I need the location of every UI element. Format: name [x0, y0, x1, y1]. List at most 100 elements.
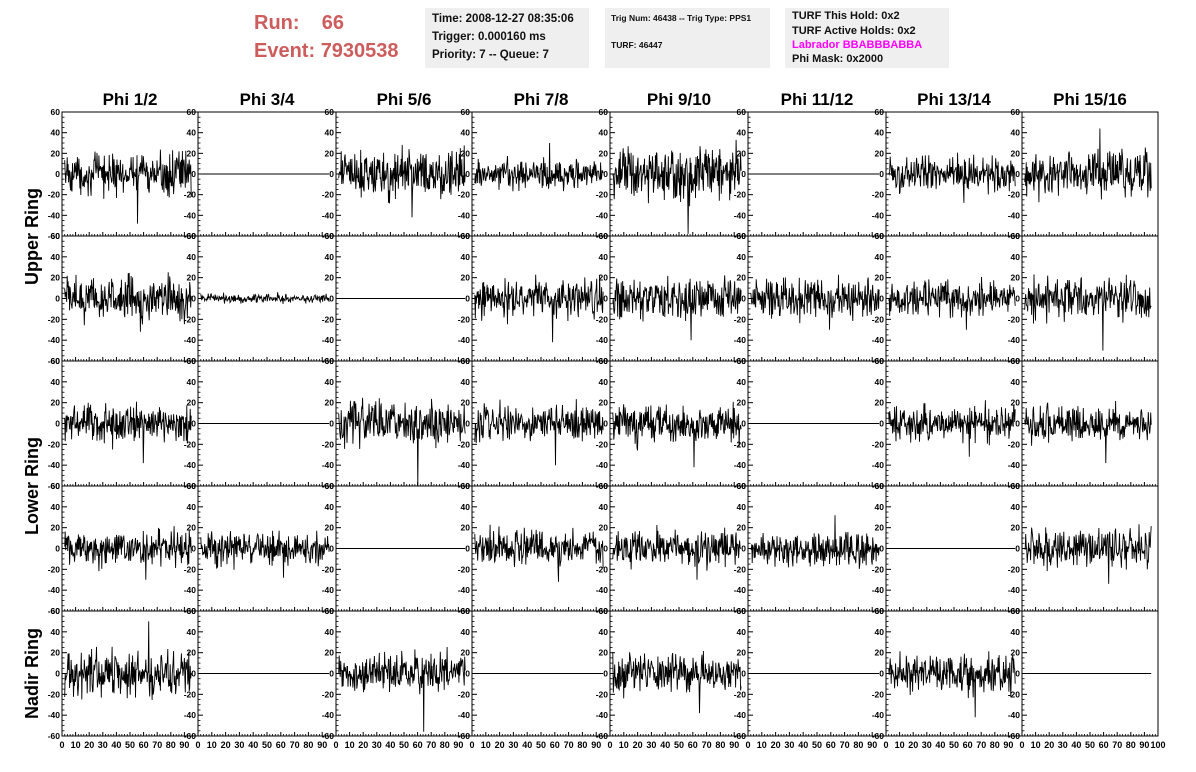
- y-tick-label: -20: [184, 314, 197, 324]
- y-tick-label: -20: [1008, 314, 1021, 324]
- y-tick-label: -20: [734, 564, 747, 574]
- y-tick-label: 0: [55, 169, 60, 179]
- y-tick-label: 0: [603, 544, 608, 554]
- y-tick-label: -40: [458, 335, 471, 345]
- x-tick-label: 80: [715, 740, 725, 750]
- y-tick-label: -60: [48, 481, 61, 491]
- y-tick-label: 0: [191, 294, 196, 304]
- x-tick-label: 80: [440, 740, 450, 750]
- y-tick-label: 60: [325, 107, 335, 117]
- y-tick-label: 20: [1011, 148, 1021, 158]
- y-tick-label: -20: [872, 314, 885, 324]
- waveform-trace: [474, 274, 604, 343]
- x-tick-label: 10: [207, 740, 217, 750]
- y-tick-label: 0: [55, 669, 60, 679]
- event-value: 7930538: [320, 40, 399, 62]
- y-tick-label: -20: [48, 689, 61, 699]
- y-tick-label: 60: [599, 481, 609, 491]
- y-tick-label: -40: [458, 585, 471, 595]
- y-tick-label: -60: [596, 731, 609, 741]
- y-tick-label: 40: [325, 502, 335, 512]
- y-tick-label: 40: [187, 627, 197, 637]
- y-tick-label: 20: [461, 523, 471, 533]
- y-tick-label: -40: [184, 460, 197, 470]
- y-tick-label: -20: [734, 314, 747, 324]
- y-tick-label: -60: [1008, 731, 1021, 741]
- y-tick-label: 0: [191, 169, 196, 179]
- y-tick-label: 0: [191, 669, 196, 679]
- y-tick-label: 0: [465, 669, 470, 679]
- y-tick-label: 0: [329, 669, 334, 679]
- y-tick-label: 0: [1015, 419, 1020, 429]
- y-tick-label: -20: [322, 439, 335, 449]
- column-title: Phi 9/10: [647, 90, 711, 109]
- x-tick-label: 10: [345, 740, 355, 750]
- row-group-label: Upper Ring: [22, 188, 42, 285]
- waveform-trace: [1024, 524, 1152, 584]
- column-title: Phi 3/4: [240, 90, 295, 109]
- y-tick-label: 40: [187, 502, 197, 512]
- y-tick-label: 40: [51, 252, 61, 262]
- y-tick-label: 60: [51, 356, 61, 366]
- waveform-trace: [1024, 400, 1152, 464]
- turf-this-hold-text: TURF This Hold: 0x2: [792, 10, 900, 22]
- y-tick-label: 0: [191, 544, 196, 554]
- y-tick-label: -40: [872, 585, 885, 595]
- y-tick-label: 20: [51, 523, 61, 533]
- y-tick-label: 40: [737, 627, 747, 637]
- y-tick-label: 0: [741, 669, 746, 679]
- y-tick-label: -40: [734, 710, 747, 720]
- y-tick-label: 20: [599, 148, 609, 158]
- y-tick-label: 0: [879, 294, 884, 304]
- y-tick-label: 60: [1011, 606, 1021, 616]
- y-tick-label: -20: [184, 564, 197, 574]
- y-tick-label: 0: [879, 669, 884, 679]
- y-tick-label: 60: [461, 481, 471, 491]
- x-tick-label: 60: [826, 740, 836, 750]
- y-tick-label: 0: [603, 169, 608, 179]
- y-tick-label: 20: [875, 523, 885, 533]
- y-tick-label: 20: [187, 398, 197, 408]
- x-tick-label: 10: [619, 740, 629, 750]
- y-tick-label: 20: [187, 148, 197, 158]
- x-tick-label: 50: [536, 740, 546, 750]
- y-tick-label: 40: [1011, 128, 1021, 138]
- x-tick-label: 70: [564, 740, 574, 750]
- y-tick-label: 60: [51, 481, 61, 491]
- priority-text: Priority: 7 -- Queue: 7: [432, 49, 549, 61]
- x-tick-label: 80: [577, 740, 587, 750]
- x-tick-label: 50: [812, 740, 822, 750]
- column-title: Phi 13/14: [917, 90, 991, 109]
- x-tick-label: 70: [152, 740, 162, 750]
- x-tick-label: 20: [221, 740, 231, 750]
- column-title: Phi 7/8: [514, 90, 569, 109]
- y-tick-label: -40: [872, 710, 885, 720]
- y-tick-label: 0: [55, 544, 60, 554]
- y-tick-label: -20: [184, 689, 197, 699]
- waveform-trace: [1024, 128, 1152, 203]
- y-tick-label: 60: [737, 481, 747, 491]
- y-tick-label: 0: [329, 169, 334, 179]
- y-tick-label: -20: [734, 689, 747, 699]
- y-tick-label: 20: [599, 398, 609, 408]
- x-tick-label: 80: [166, 740, 176, 750]
- y-tick-label: -20: [1008, 689, 1021, 699]
- y-tick-label: 40: [461, 627, 471, 637]
- y-tick-label: -20: [458, 190, 471, 200]
- waveform-trace: [64, 272, 192, 332]
- y-tick-label: 20: [187, 648, 197, 658]
- x-tick-label: 40: [935, 740, 945, 750]
- y-tick-label: 40: [875, 252, 885, 262]
- x-tick-label: 100: [1150, 740, 1165, 750]
- x-tick-label: 10: [71, 740, 81, 750]
- y-tick-label: 40: [875, 128, 885, 138]
- y-tick-label: 0: [603, 419, 608, 429]
